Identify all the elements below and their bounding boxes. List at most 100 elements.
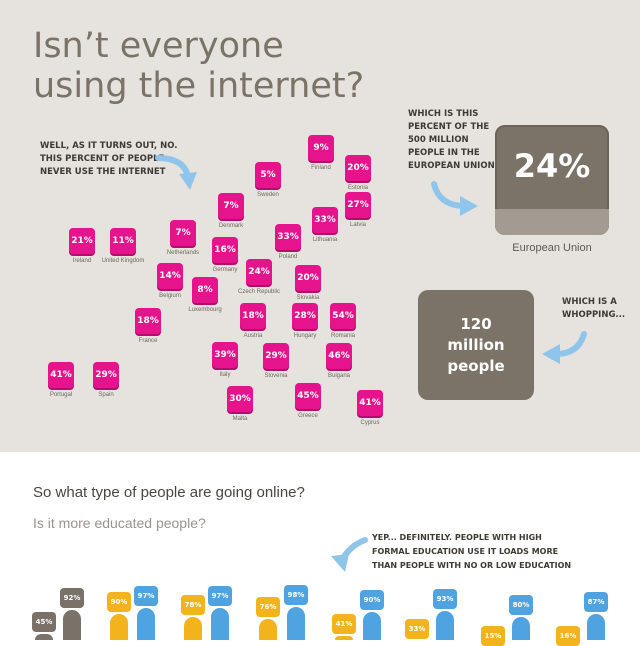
person-icon	[436, 611, 454, 640]
education-percent-badge: 97%	[134, 586, 158, 606]
page-title: Isn’t everyone using the internet?	[33, 26, 364, 106]
country-percent-tile: 9%	[308, 135, 334, 161]
eu-percent-value: 24%	[513, 147, 591, 185]
country-name: Italy	[219, 372, 231, 378]
education-percent-badge: 76%	[256, 597, 280, 617]
country-name: Netherlands	[166, 250, 200, 256]
arrow-icon	[155, 155, 197, 190]
education-percent-badge: 80%	[509, 595, 533, 615]
country-percent-tile: 18%	[240, 303, 266, 329]
education-note: Yep... definitely. People with high form…	[372, 531, 571, 573]
country-percent-tile: 27%	[345, 192, 371, 218]
person-icon	[110, 614, 128, 640]
country-name: Hungary	[293, 333, 317, 339]
person-icon	[184, 617, 202, 640]
country-name: Latvia	[349, 222, 366, 228]
education-percent-badge: 33%	[405, 619, 429, 639]
education-percent-badge: 45%	[32, 612, 56, 632]
country-percent-tile: 20%	[345, 155, 371, 181]
country-percent-tile: 14%	[157, 263, 183, 289]
education-percent-badge: 16%	[556, 626, 580, 646]
arrow-icon	[331, 537, 368, 572]
country-name: Finland	[311, 165, 331, 171]
note-line: Which is a	[562, 297, 617, 307]
country-percent-tile: 33%	[275, 224, 301, 250]
person-icon	[363, 612, 381, 640]
person-icon	[35, 634, 53, 640]
country-name: Estonia	[347, 185, 368, 191]
country-percent-tile: 20%	[295, 265, 321, 291]
country-name: Malta	[232, 416, 248, 422]
country-name: Denmark	[218, 223, 244, 229]
note-line: This percent of people	[40, 154, 165, 164]
country-name: United Kingdom	[101, 258, 145, 264]
arrow-icon	[431, 181, 478, 216]
country-percent-tile: 11%	[110, 228, 136, 254]
person-icon	[587, 614, 605, 640]
eu-percent-box: 24%	[495, 125, 609, 235]
country-percent-tile: 16%	[212, 237, 238, 263]
education-percent-badge: 98%	[284, 585, 308, 605]
country-name: Slovenia	[264, 373, 288, 379]
arrow-icon	[542, 331, 587, 364]
country-name: Ireland	[72, 258, 92, 264]
country-name: Romania	[330, 333, 355, 339]
never-use-note: Well, as it turns out, no. This percent …	[40, 140, 178, 179]
note-line: formal education use it loads more	[372, 547, 559, 556]
education-percent-badge: 15%	[481, 626, 505, 646]
country-percent-tile: 41%	[48, 362, 74, 388]
eu-percent-fill	[495, 209, 609, 235]
country-name: Greece	[298, 413, 318, 419]
education-percent-badge: 93%	[433, 589, 457, 609]
country-name: Luxembourg	[188, 307, 222, 313]
person-icon	[137, 608, 155, 640]
person-icon	[287, 607, 305, 640]
country-name: Cyprus	[360, 420, 380, 426]
title-line-1: Isn’t everyone	[33, 26, 284, 66]
note-line: people in the	[408, 148, 480, 158]
million-people-box: 120 million people	[418, 290, 534, 400]
country-percent-tile: 7%	[218, 193, 244, 219]
education-percent-badge: 41%	[332, 614, 356, 634]
person-icon	[211, 608, 229, 640]
eu-label: European Union	[512, 242, 592, 254]
country-percent-tile: 21%	[69, 228, 95, 254]
country-name: Sweden	[257, 192, 279, 198]
country-percent-tile: 41%	[357, 390, 383, 416]
person-icon	[335, 636, 353, 640]
education-percent-badge: 90%	[360, 590, 384, 610]
person-icon	[63, 610, 81, 640]
country-percent-tile: 45%	[295, 383, 321, 409]
country-name: Czech Republic	[237, 289, 281, 295]
country-name: France	[138, 338, 158, 344]
country-name: Slovakia	[296, 295, 320, 301]
country-percent-tile: 39%	[212, 342, 238, 368]
country-percent-tile: 29%	[263, 343, 289, 369]
note-line: whopping...	[562, 310, 626, 320]
country-name: Poland	[278, 254, 298, 260]
country-percent-tile: 28%	[292, 303, 318, 329]
country-name: Belgium	[159, 293, 181, 299]
million-line-1: 120	[460, 314, 492, 333]
country-percent-tile: 7%	[170, 220, 196, 246]
education-percent-badge: 97%	[208, 586, 232, 606]
country-name: Germany	[212, 267, 238, 273]
note-line: never use the internet	[40, 167, 166, 177]
person-icon	[512, 617, 530, 640]
country-name: Portugal	[49, 392, 73, 398]
country-percent-tile: 5%	[255, 162, 281, 188]
million-line-2: million	[447, 335, 505, 354]
section-heading: So what type of people are going online?	[33, 484, 305, 501]
country-percent-tile: 8%	[192, 277, 218, 303]
section-subheading: Is it more educated people?	[33, 515, 206, 531]
country-percent-tile: 30%	[227, 386, 253, 412]
country-percent-tile: 46%	[326, 343, 352, 369]
education-percent-badge: 78%	[181, 595, 205, 615]
note-line: 500 million	[408, 135, 469, 145]
title-line-2: using the internet?	[33, 66, 365, 106]
person-icon	[259, 619, 277, 640]
note-line: Well, as it turns out, no.	[40, 141, 178, 151]
country-percent-tile: 33%	[312, 207, 338, 233]
country-percent-tile: 24%	[246, 259, 272, 285]
note-line: European Union	[408, 161, 495, 171]
